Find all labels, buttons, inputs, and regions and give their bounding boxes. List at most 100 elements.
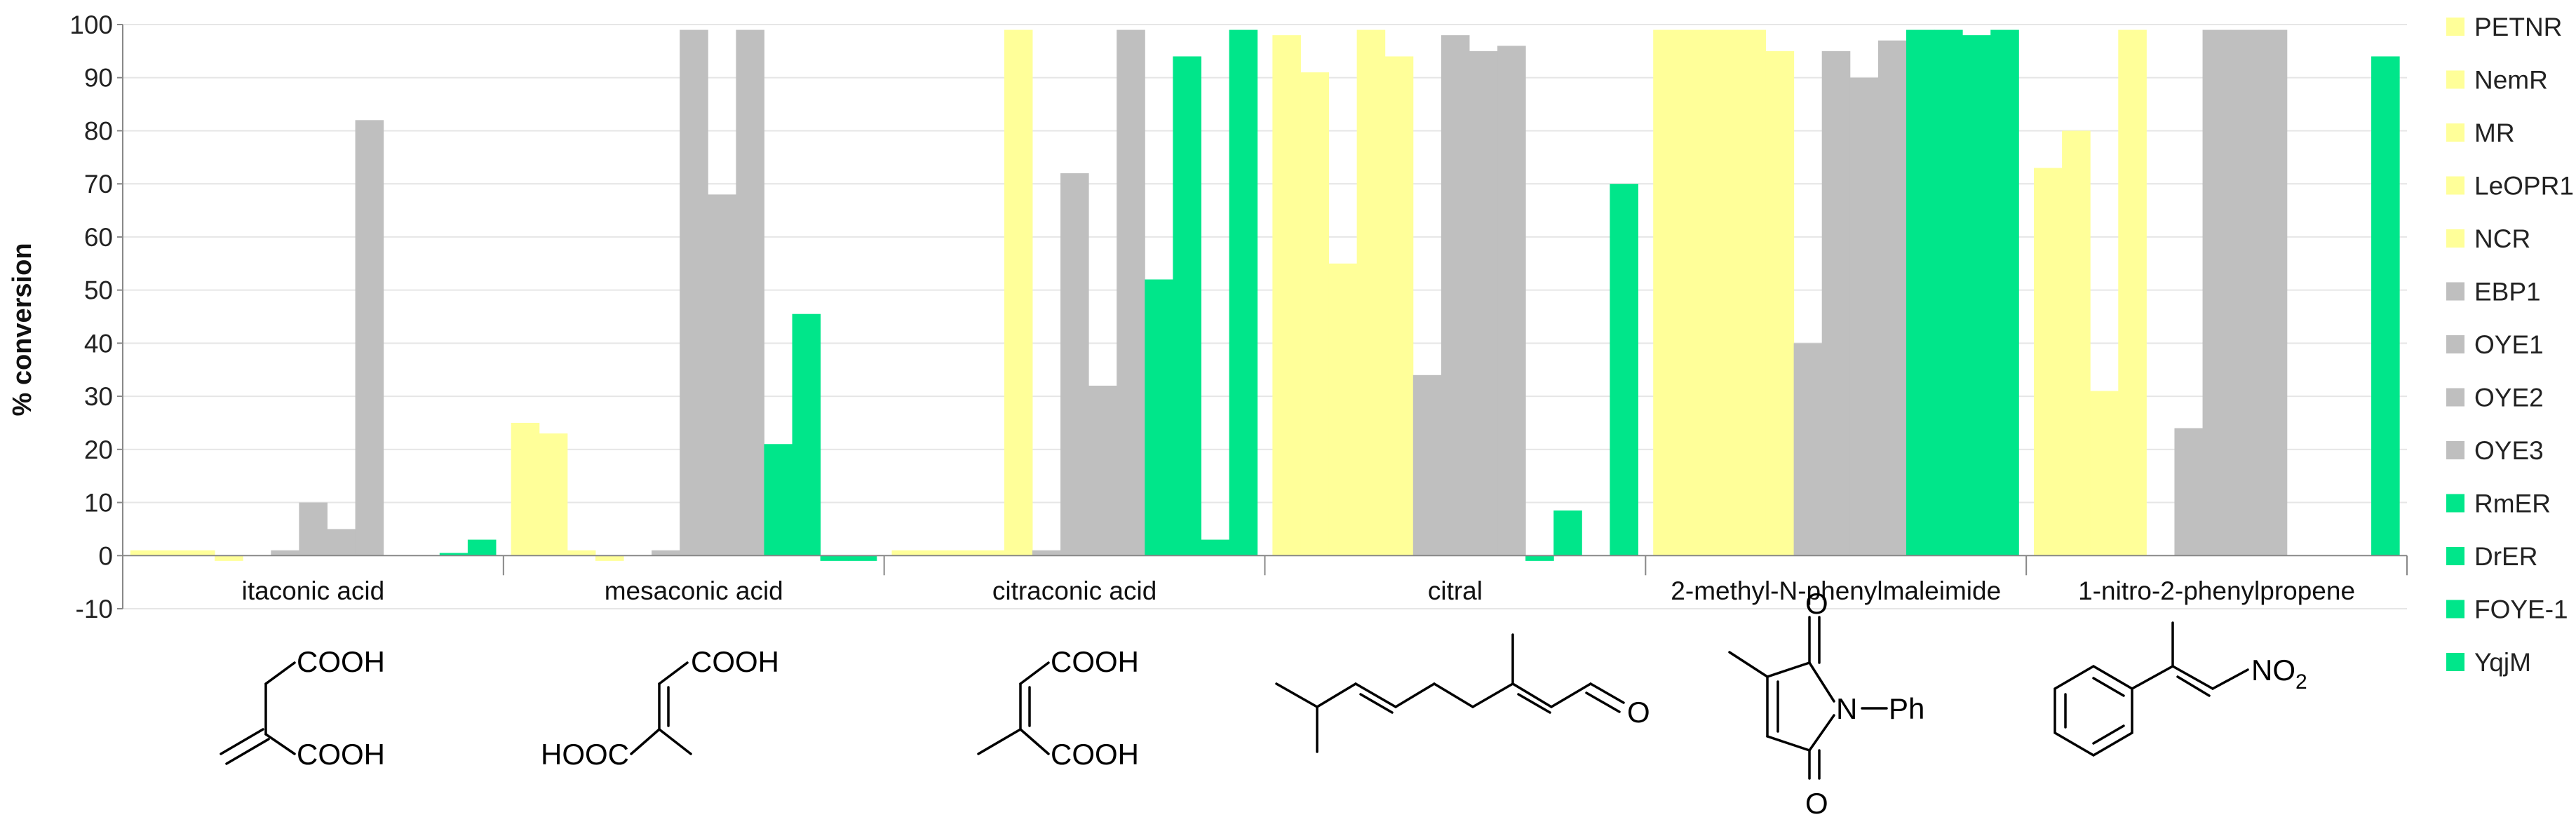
legend-label: YqjM [2474, 648, 2531, 677]
bar-leopr1-3 [1356, 29, 1386, 556]
citral-o-label: O [1627, 696, 1650, 729]
category-label: itaconic acid [242, 576, 385, 605]
y-tick-label: 70 [84, 170, 113, 198]
y-tick-label: 0 [98, 541, 113, 570]
legend-label: NCR [2474, 224, 2530, 253]
y-tick-label: 10 [84, 489, 113, 518]
bar-nemr-4 [1681, 29, 1710, 556]
structure-methyl-phenylmaleimide: O O N Ph [1728, 587, 1924, 817]
mesaconic-left-label: HOOC [541, 738, 629, 771]
nitro-group-label: NO2 [2251, 654, 2307, 694]
bar-foye-1-0 [439, 553, 468, 556]
bar-petnr-3 [1272, 35, 1301, 556]
category-labels: itaconic acid mesaconic acid citraconic ac… [242, 576, 2355, 605]
bar-drer-3 [1553, 510, 1582, 556]
bar-oye3-1 [736, 29, 764, 556]
bar-ncr-4 [1765, 50, 1795, 556]
bar-nemr-5 [2062, 130, 2091, 556]
bar-petnr-4 [1653, 29, 1682, 556]
legend-label: NemR [2474, 66, 2548, 95]
legend-swatch [2446, 388, 2464, 407]
bar-nemr-2 [919, 550, 949, 556]
legend-label: OYE2 [2474, 384, 2544, 412]
bar-oye2-4 [1849, 77, 1879, 556]
legend-swatch [2446, 335, 2464, 353]
bar-yqjm-5 [2371, 56, 2400, 556]
bar-petnr-2 [891, 550, 921, 556]
bar-mr-1 [567, 550, 596, 556]
category-label: mesaconic acid [605, 576, 783, 605]
legend-swatch [2446, 547, 2464, 565]
bar-leopr1-0 [215, 555, 243, 561]
bar-oye1-0 [299, 502, 328, 556]
bar-drer-1 [792, 313, 821, 556]
bar-petnr-5 [2034, 168, 2063, 556]
bar-nemr-0 [158, 550, 187, 556]
bar-oye2-0 [327, 529, 356, 556]
bar-ebp1-4 [1793, 343, 1823, 556]
structure-nitro-phenylpropene: NO2 [2054, 621, 2307, 757]
legend-swatch [2446, 282, 2464, 301]
legend-swatch [2446, 494, 2464, 513]
legend-swatch [2446, 70, 2464, 89]
bar-ncr-2 [1004, 29, 1033, 556]
legend: PETNR NemR MR LeOPR1 NCR EBP1 OYE1 OYE2 OYE3 RmER… [2446, 13, 2574, 677]
structure-mesaconic-acid: COOH HOOC [541, 645, 779, 771]
y-tick-label: 30 [84, 382, 113, 411]
bar-oye2-3 [1469, 50, 1498, 556]
maleimide-n: N [1836, 692, 1857, 725]
legend-label: EBP1 [2474, 278, 2541, 306]
bar-mr-4 [1709, 29, 1738, 556]
bar-foye-1-2 [1201, 539, 1230, 556]
category-label: 2-methyl-N-phenylmaleimide [1671, 576, 2001, 605]
bar-mr-2 [948, 550, 977, 556]
bar-mr-5 [2090, 391, 2119, 556]
bar-ebp1-5 [2174, 428, 2204, 556]
structure-itaconic-acid: COOH COOH [220, 645, 385, 771]
category-label: citral [1428, 576, 1483, 605]
bar-oye3-4 [1877, 40, 1907, 556]
legend-swatch [2446, 123, 2464, 142]
y-tick-label: 100 [69, 11, 113, 39]
y-tick-label: 50 [84, 276, 113, 305]
citraconic-top-label: COOH [1051, 645, 1139, 678]
bar-rmer-3 [1525, 555, 1554, 561]
bar-yqjm-1 [848, 555, 877, 561]
maleimide-o-top: O [1805, 587, 1828, 620]
legend-label: RmER [2474, 489, 2551, 518]
legend-swatch [2446, 229, 2464, 248]
axes [122, 25, 2408, 609]
y-tick-label: 90 [84, 64, 113, 93]
legend-swatch [2446, 18, 2464, 36]
bar-foye-1-4 [1962, 35, 1991, 556]
bar-drer-2 [1173, 56, 1201, 556]
legend-swatch [2446, 600, 2464, 619]
gridlines [117, 24, 2407, 609]
y-tick-label: 40 [84, 329, 113, 358]
structure-citral: O [1275, 633, 1650, 753]
bar-mr-0 [187, 550, 215, 556]
structure-citraconic-acid: COOH COOH [977, 645, 1139, 771]
bar-yqjm-2 [1229, 29, 1258, 556]
bar-rmer-2 [1145, 279, 1173, 556]
bar-ebp1-3 [1412, 374, 1442, 556]
legend-swatch [2446, 176, 2464, 195]
category-label: 1-nitro-2-phenylpropene [2078, 576, 2355, 605]
bar-oye1-2 [1060, 173, 1089, 556]
bar-ebp1-2 [1032, 550, 1061, 556]
bar-oye3-0 [355, 120, 384, 556]
legend-label: OYE1 [2474, 330, 2544, 359]
legend-label: LeOPR1 [2474, 172, 2574, 201]
bar-oye2-2 [1088, 385, 1117, 556]
legend-label: PETNR [2474, 13, 2562, 41]
bar-yqjm-4 [1990, 29, 2019, 556]
bar-drer-4 [1934, 29, 1963, 556]
y-tick-label: 20 [84, 435, 113, 464]
legend-label: OYE3 [2474, 436, 2544, 465]
bar-nemr-3 [1300, 72, 1330, 556]
bar-yqjm-0 [467, 539, 497, 556]
mesaconic-top-label: COOH [691, 645, 779, 678]
bars [130, 29, 2400, 561]
bar-oye3-5 [2258, 29, 2288, 556]
bar-oye2-5 [2230, 29, 2260, 556]
